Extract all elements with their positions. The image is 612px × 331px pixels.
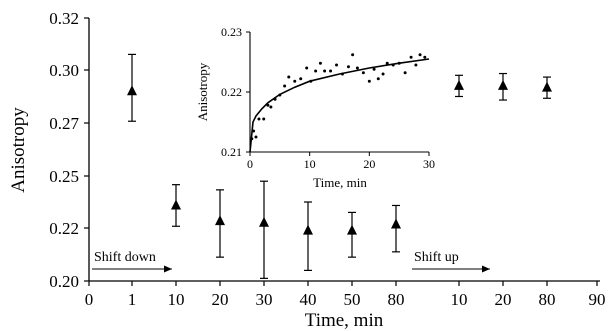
inset-point <box>414 63 418 67</box>
inset-point <box>287 75 291 79</box>
inset-point <box>423 55 427 59</box>
triangle-marker <box>127 85 137 96</box>
annotations: Shift down Shift up <box>92 250 490 273</box>
data-point <box>259 180 269 279</box>
inset-point <box>254 135 258 139</box>
x-tick-label: 90 <box>589 290 606 309</box>
y-tick-label: 0.27 <box>49 114 79 133</box>
x-tick-label: 10 <box>451 290 468 309</box>
inset-point <box>355 66 359 70</box>
shift-down-arrowhead <box>164 265 172 273</box>
triangle-marker <box>542 81 552 92</box>
y-tick-label: 0.32 <box>49 9 79 28</box>
shift-down-label: Shift down <box>94 250 156 265</box>
inset-point <box>335 63 339 67</box>
triangle-marker <box>454 79 464 90</box>
inset-fit-curve <box>249 58 430 153</box>
inset-point <box>381 72 385 76</box>
inset-x-axis-title: Time, min <box>313 175 367 190</box>
x-tick-label: 1 <box>128 290 137 309</box>
inset-point <box>372 67 376 71</box>
inset-point <box>299 77 303 81</box>
inset-y-tick-label: 0.21 <box>221 145 242 159</box>
shift-up-label: Shift up <box>414 250 459 265</box>
data-point <box>171 184 181 227</box>
inset-point <box>385 61 389 65</box>
shift-up-arrowhead <box>482 265 490 273</box>
x-tick-label: 80 <box>539 290 556 309</box>
inset-point <box>376 77 380 81</box>
y-tick-label: 0.30 <box>49 61 79 80</box>
y-tick-label: 0.22 <box>49 219 79 238</box>
x-tick-label: 80 <box>388 290 405 309</box>
x-axis-title: Time, min <box>305 310 384 331</box>
triangle-marker <box>215 215 225 226</box>
shift-up-annotation: Shift up <box>412 250 490 273</box>
x-tick-label: 0 <box>85 290 94 309</box>
shift-down-annotation: Shift down <box>92 250 172 273</box>
main-axes <box>88 18 600 282</box>
triangle-marker <box>498 79 508 90</box>
y-tick-label: 0.20 <box>49 272 79 291</box>
data-point <box>347 211 357 258</box>
inset-y-axis-title: Anisotropy <box>195 62 210 121</box>
inset-point <box>351 53 355 57</box>
x-tick-label: 20 <box>495 290 512 309</box>
inset-point <box>283 84 287 88</box>
inset-point <box>269 105 273 109</box>
inset-point <box>323 69 327 73</box>
inset-point <box>403 71 407 75</box>
data-point <box>498 72 508 101</box>
inset-x-tick-label: 10 <box>304 157 316 171</box>
x-tick-label: 20 <box>212 290 229 309</box>
data-point <box>454 74 464 98</box>
inset-point <box>262 117 266 121</box>
inset-x-tick-label: 0 <box>247 157 253 171</box>
triangle-marker <box>303 224 313 235</box>
inset-point <box>293 79 297 83</box>
data-point <box>127 53 137 122</box>
triangle-marker <box>347 224 357 235</box>
inset-point <box>346 65 350 69</box>
inset-point <box>367 79 371 83</box>
inset-point <box>314 69 318 73</box>
data-point <box>391 204 401 253</box>
inset-point <box>305 66 309 70</box>
data-point <box>303 201 313 271</box>
inset-x-tick-label: 30 <box>423 157 435 171</box>
inset-chart: 0.21 0.22 0.23 0 10 20 30 Time, min Anisotropy <box>195 25 435 190</box>
inset-point <box>329 69 333 73</box>
inset-point <box>257 117 261 121</box>
main-points <box>127 53 552 279</box>
inset-point <box>409 55 413 59</box>
inset-point <box>318 61 322 65</box>
inset-x-tick-label: 20 <box>363 157 375 171</box>
main-ticks: 0.20 0.22 0.25 0.27 0.30 0.32 0 1 10 20 30 40 50 80 10… <box>8 9 606 331</box>
y-axis-title: Anisotropy <box>8 107 29 193</box>
inset-y-tick-label: 0.22 <box>221 85 242 99</box>
inset-point <box>418 53 422 57</box>
data-point <box>215 189 225 258</box>
inset-y-tick-label: 0.23 <box>221 25 242 39</box>
triangle-marker <box>259 216 269 227</box>
x-tick-label: 10 <box>168 290 185 309</box>
inset-point <box>361 71 365 75</box>
y-tick-label: 0.25 <box>49 167 79 186</box>
triangle-marker <box>391 218 401 229</box>
x-tick-label: 40 <box>300 290 317 309</box>
data-point <box>542 76 552 99</box>
x-tick-label: 50 <box>344 290 361 309</box>
triangle-marker <box>171 199 181 210</box>
x-tick-label: 30 <box>256 290 273 309</box>
